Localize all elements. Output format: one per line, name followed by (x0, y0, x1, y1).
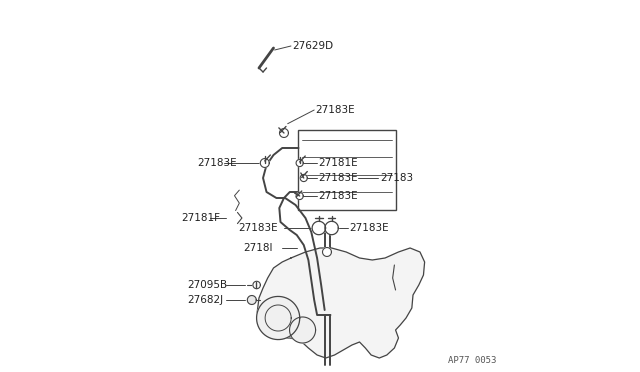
Text: 27183E: 27183E (196, 158, 236, 168)
Text: 27183E: 27183E (316, 105, 355, 115)
Text: 2718I: 2718I (243, 243, 273, 253)
Polygon shape (300, 174, 307, 182)
Polygon shape (289, 317, 316, 343)
Polygon shape (296, 192, 303, 199)
Polygon shape (296, 160, 303, 167)
Text: 27183E: 27183E (318, 173, 358, 183)
Polygon shape (253, 281, 260, 289)
Text: 27095B: 27095B (188, 280, 228, 290)
Text: 27183E: 27183E (239, 223, 278, 233)
Polygon shape (260, 158, 269, 167)
Text: 27629D: 27629D (292, 41, 333, 51)
Text: 27682J: 27682J (188, 295, 223, 305)
Polygon shape (312, 221, 326, 235)
Polygon shape (257, 248, 424, 358)
Polygon shape (257, 296, 300, 340)
Bar (298, 130, 396, 210)
Text: 27183E: 27183E (349, 223, 388, 233)
Text: 27183: 27183 (380, 173, 413, 183)
Polygon shape (325, 221, 339, 235)
Text: 27181E: 27181E (318, 158, 358, 168)
Polygon shape (265, 305, 291, 331)
Polygon shape (323, 247, 332, 256)
Polygon shape (247, 295, 256, 304)
Text: AP77 0053: AP77 0053 (449, 356, 497, 365)
Text: 27183E: 27183E (318, 191, 358, 201)
Polygon shape (280, 129, 289, 138)
Text: 27181F: 27181F (182, 213, 221, 223)
